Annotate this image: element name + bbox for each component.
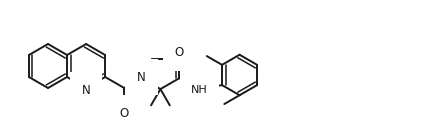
Text: O: O — [175, 46, 184, 59]
Text: N: N — [137, 71, 146, 84]
Text: N: N — [82, 84, 90, 96]
Text: NH: NH — [191, 85, 208, 95]
Text: O: O — [120, 107, 129, 120]
